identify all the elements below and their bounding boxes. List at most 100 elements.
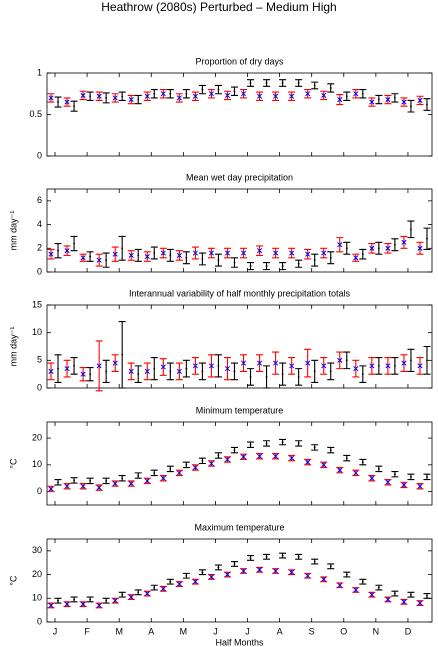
marker xyxy=(297,262,300,265)
marker xyxy=(289,250,295,256)
marker xyxy=(89,480,92,482)
y-axis-label: °C xyxy=(8,575,18,586)
marker xyxy=(144,368,150,374)
marker xyxy=(377,98,380,101)
marker xyxy=(393,97,396,99)
marker xyxy=(48,251,54,257)
marker xyxy=(353,470,359,476)
x-tick-label: M xyxy=(115,626,123,636)
marker xyxy=(297,555,300,558)
x-tick-label: J xyxy=(245,626,250,636)
y-tick-label: 10 xyxy=(32,327,42,337)
x-tick-label: S xyxy=(309,626,315,636)
marker xyxy=(345,247,348,250)
marker xyxy=(185,463,188,466)
marker xyxy=(281,373,284,376)
marker xyxy=(224,366,231,372)
marker xyxy=(361,580,364,583)
marker xyxy=(233,563,236,565)
marker xyxy=(208,363,214,369)
marker xyxy=(345,573,348,576)
y-tick-label: 1 xyxy=(37,67,42,77)
y-tick-label: 0 xyxy=(37,486,42,496)
marker xyxy=(57,101,59,103)
marker xyxy=(144,254,150,260)
marker xyxy=(273,568,279,574)
marker xyxy=(305,91,311,97)
marker xyxy=(89,255,92,258)
y-tick-label: 15 xyxy=(32,299,42,309)
x-tick-label: F xyxy=(84,626,90,636)
y-tick-label: 0 xyxy=(37,382,42,392)
marker xyxy=(201,88,204,91)
marker xyxy=(385,363,391,369)
marker xyxy=(377,586,380,589)
marker xyxy=(217,566,220,569)
marker xyxy=(273,93,279,99)
marker xyxy=(265,555,268,558)
marker xyxy=(73,479,75,482)
panel-title: Interannual variability of half monthly … xyxy=(129,288,351,298)
marker xyxy=(377,467,380,470)
plot-frame xyxy=(46,421,433,506)
marker xyxy=(96,602,102,608)
marker xyxy=(144,93,150,99)
plot-frame xyxy=(46,72,433,157)
marker xyxy=(329,87,332,89)
marker xyxy=(176,368,182,374)
panel-title: Maximum temperature xyxy=(194,522,284,532)
marker xyxy=(185,256,188,259)
marker xyxy=(361,92,364,95)
marker xyxy=(240,91,247,97)
marker xyxy=(224,456,231,463)
marker xyxy=(89,598,92,601)
marker xyxy=(273,360,279,366)
marker xyxy=(185,92,188,95)
figure-title: Heathrow (2080s) Perturbed – Medium High xyxy=(101,0,336,14)
marker xyxy=(96,485,102,491)
marker xyxy=(417,483,423,489)
marker xyxy=(121,95,124,98)
marker xyxy=(426,595,428,597)
marker xyxy=(313,446,316,449)
marker xyxy=(153,252,156,254)
marker xyxy=(137,591,140,594)
marker xyxy=(57,367,59,370)
marker xyxy=(385,479,391,485)
marker xyxy=(401,360,407,366)
marker xyxy=(265,376,268,378)
marker xyxy=(233,370,236,373)
x-tick-label: J xyxy=(53,626,58,636)
marker xyxy=(160,475,166,481)
marker xyxy=(426,475,428,478)
marker xyxy=(80,483,86,489)
marker xyxy=(112,360,118,366)
marker xyxy=(249,557,252,559)
marker xyxy=(337,582,343,588)
x-tick-label: D xyxy=(405,626,412,636)
marker xyxy=(160,250,166,256)
marker xyxy=(321,250,327,256)
marker xyxy=(281,441,284,443)
x-tick-label: N xyxy=(373,626,380,636)
marker xyxy=(153,586,156,589)
marker xyxy=(112,598,118,604)
marker xyxy=(289,363,295,369)
marker xyxy=(128,594,134,600)
marker xyxy=(369,99,375,105)
marker xyxy=(64,248,70,254)
marker xyxy=(410,228,412,231)
marker xyxy=(224,250,231,256)
marker xyxy=(233,90,236,93)
marker xyxy=(281,265,284,267)
marker xyxy=(224,572,231,578)
marker xyxy=(305,251,311,257)
marker xyxy=(73,242,75,245)
marker xyxy=(426,103,428,106)
marker xyxy=(289,93,295,99)
marker xyxy=(385,596,391,603)
marker xyxy=(329,370,332,373)
marker xyxy=(249,82,252,84)
marker xyxy=(105,480,108,482)
